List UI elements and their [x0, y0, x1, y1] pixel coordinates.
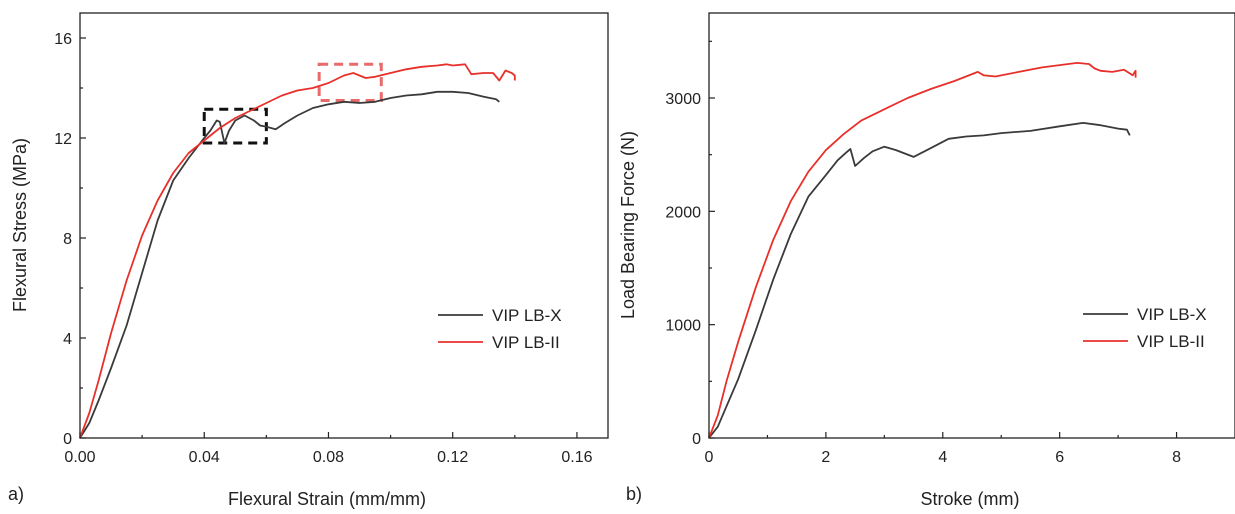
legend-a: VIP LB-X VIP LB-II [438, 306, 562, 352]
y-tick-label-b-3: 3000 [665, 91, 701, 108]
series-line-a-0 [79, 90, 500, 439]
legend-label-a-1: VIP LB-II [492, 333, 560, 352]
x-axis-title-a: Flexural Strain (mm/mm) [228, 489, 426, 509]
y-tick-label-a-3: 12 [54, 131, 72, 148]
x-tick-label-a-4: 0.16 [561, 449, 592, 466]
ticks-a: 0.00 0.04 0.08 0.12 0.16 0 4 8 12 16 [54, 31, 592, 466]
x-tick-label-a-1: 0.04 [189, 449, 220, 466]
annotations-a [202, 62, 383, 145]
chart-panel-b: b) Stroke (mm) Load Bearing Force (N) 0 2… [618, 12, 1235, 509]
x-tick-label-a-0: 0.00 [64, 449, 95, 466]
series-a [79, 63, 516, 439]
legend-label-a-0: VIP LB-X [492, 306, 562, 325]
panel-label-b: b) [626, 484, 642, 504]
panel-label-a: a) [8, 484, 24, 504]
series-line-b-1 [708, 62, 1137, 439]
x-tick-label-b-3: 6 [1055, 449, 1064, 466]
y-tick-label-b-0: 0 [692, 431, 701, 448]
x-tick-label-a-2: 0.08 [313, 449, 344, 466]
series-line-a-1 [79, 63, 516, 439]
chart-panel-a: a) Flexural Strain (mm/mm) Flexural Stre… [8, 12, 609, 509]
y-tick-label-a-4: 16 [54, 31, 72, 48]
legend-label-b-1: VIP LB-II [1137, 332, 1205, 351]
highlight-box-a-1 [317, 62, 383, 102]
series-line-b-0 [708, 122, 1131, 439]
legend-b: VIP LB-X VIP LB-II [1083, 305, 1207, 351]
y-tick-label-a-0: 0 [63, 431, 72, 448]
plot-frame-a [79, 12, 609, 439]
axes-frame-b [708, 12, 1235, 439]
y-axis-title-b: Load Bearing Force (N) [618, 131, 638, 319]
y-tick-label-a-1: 4 [63, 331, 72, 348]
y-tick-label-a-2: 8 [63, 231, 72, 248]
x-axis-title-b: Stroke (mm) [921, 489, 1020, 509]
y-tick-label-b-1: 1000 [665, 318, 701, 335]
x-tick-label-b-4: 8 [1172, 449, 1181, 466]
x-tick-label-b-1: 2 [821, 449, 830, 466]
x-tick-label-b-2: 4 [938, 449, 947, 466]
ticks-b: 0 2 4 6 8 0 1000 2000 3000 [665, 40, 1181, 466]
y-axis-title-a: Flexural Stress (MPa) [10, 138, 30, 312]
legend-label-b-0: VIP LB-X [1137, 305, 1207, 324]
x-tick-label-a-3: 0.12 [437, 449, 468, 466]
y-tick-label-b-2: 2000 [665, 204, 701, 221]
axes-frame-a [79, 12, 609, 439]
plot-frame-b [708, 12, 1235, 439]
series-b [708, 62, 1137, 439]
x-tick-label-b-0: 0 [705, 449, 714, 466]
